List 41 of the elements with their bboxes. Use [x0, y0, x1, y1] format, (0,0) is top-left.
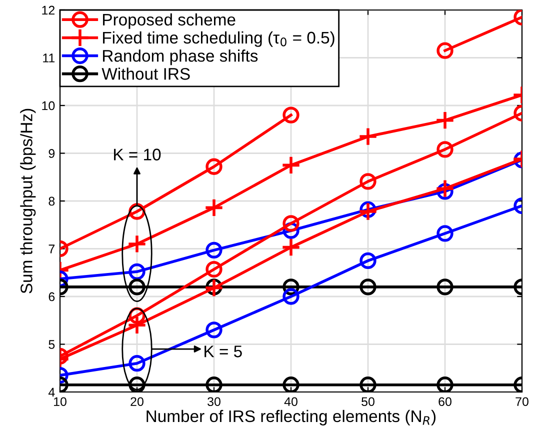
point — [358, 126, 378, 146]
legend-label: Random phase shifts — [103, 50, 258, 66]
x-tick-label: 20 — [130, 397, 144, 406]
y-tick-label: 11 — [43, 54, 55, 62]
y-tick-label: 12 — [42, 6, 55, 15]
point — [360, 252, 376, 270]
point — [281, 155, 301, 175]
point — [206, 158, 222, 175]
point — [358, 202, 378, 222]
y-tick-label: 9 — [48, 149, 55, 158]
x-tick-label: 70 — [516, 397, 528, 406]
y-axis-title: Sum throughput (bps/Hz) — [20, 108, 36, 294]
y-tick-label: 5 — [48, 340, 55, 349]
point — [206, 242, 222, 259]
legend-label: Without IRS — [102, 68, 190, 80]
y-tick-label: 10 — [42, 101, 55, 110]
point — [206, 376, 222, 392]
point — [206, 322, 222, 338]
point — [206, 260, 222, 278]
point — [360, 173, 376, 190]
point — [282, 215, 300, 232]
x-tick-label: 30 — [208, 397, 220, 406]
point — [282, 288, 300, 305]
annotation: K = 5 — [204, 346, 242, 358]
point — [282, 106, 300, 124]
y-tick-label: 6 — [48, 292, 55, 302]
point — [360, 278, 376, 296]
point — [282, 376, 300, 392]
y-tick-label: 8 — [48, 196, 55, 206]
y-tick-label: 7 — [48, 244, 55, 254]
point — [281, 238, 301, 258]
point — [204, 198, 224, 218]
legend-label: Proposed scheme — [103, 13, 236, 29]
x-tick-label: 60 — [438, 397, 452, 406]
point — [360, 376, 376, 392]
annotation: K = 10 — [114, 148, 161, 160]
y-tick-label: 4 — [48, 388, 55, 397]
x-tick-label: 40 — [284, 397, 298, 406]
legend-label: Fixed time scheduling (τ$_{0}$ = 0.5) — [103, 31, 334, 47]
x-tick-label: 50 — [362, 397, 374, 406]
x-axis-title: Number of IRS reflecting elements (N$_{R}$) — [146, 410, 436, 426]
